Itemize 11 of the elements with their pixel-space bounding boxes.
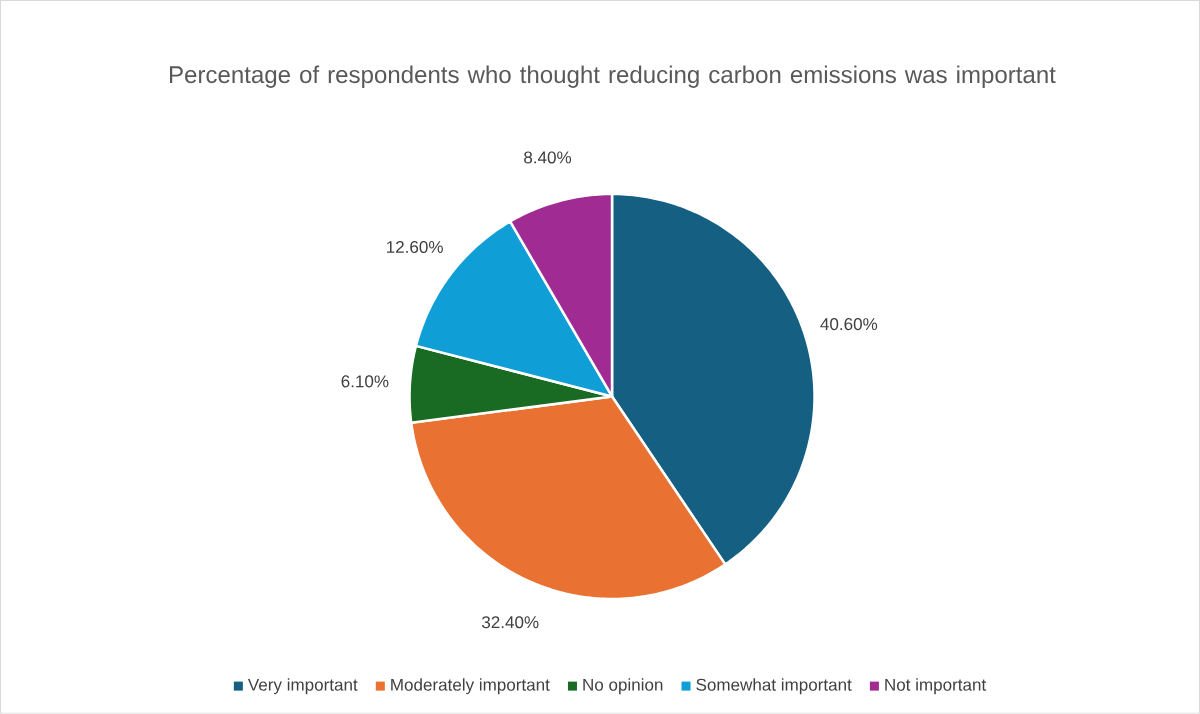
legend-label: Very important [247,678,358,695]
data-label: 12.60% [387,241,443,254]
data-label: 40.60% [820,318,878,331]
data-label: 32.40% [481,616,539,629]
data-label: 6.10% [341,375,389,388]
chart-title: Percentage of respondents who thought reducing carbon emissions was important [169,65,1056,89]
legend-label: Moderately important [391,678,550,695]
legend-label: Not important [885,678,987,695]
data-label: 8.40% [524,151,572,164]
legend-label: Somewhat important [696,678,852,695]
legend-label: No opinion [583,678,663,695]
